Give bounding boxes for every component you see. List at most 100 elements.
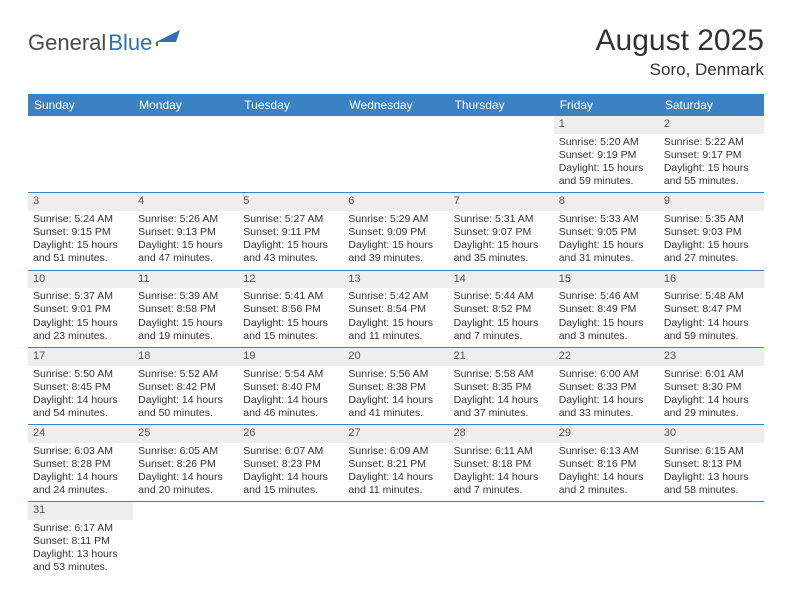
dow-cell: Thursday <box>449 94 554 116</box>
day-cell: 11Sunrise: 5:39 AMSunset: 8:58 PMDayligh… <box>133 271 238 348</box>
sunrise-line: Sunrise: 5:35 AM <box>664 213 759 226</box>
sunset-line: Sunset: 9:15 PM <box>33 226 128 239</box>
day-cell: 26Sunrise: 6:07 AMSunset: 8:23 PMDayligh… <box>238 425 343 502</box>
dow-cell: Friday <box>554 94 659 116</box>
sunset-line: Sunset: 8:30 PM <box>664 381 759 394</box>
day-cell: 2Sunrise: 5:22 AMSunset: 9:17 PMDaylight… <box>659 116 764 193</box>
daylight-line: Daylight: 15 hours and 35 minutes. <box>454 239 549 265</box>
sunset-line: Sunset: 8:35 PM <box>454 381 549 394</box>
day-cell: 6Sunrise: 5:29 AMSunset: 9:09 PMDaylight… <box>343 193 448 270</box>
calendar-page: GeneralBlue August 2025 Soro, Denmark Su… <box>0 0 792 603</box>
dow-cell: Monday <box>133 94 238 116</box>
day-number: 30 <box>659 425 764 443</box>
daylight-line: Daylight: 14 hours and 7 minutes. <box>454 471 549 497</box>
day-cell <box>28 116 133 193</box>
daylight-line: Daylight: 15 hours and 11 minutes. <box>348 317 443 343</box>
day-cell <box>238 502 343 578</box>
sunset-line: Sunset: 8:26 PM <box>138 458 233 471</box>
day-cell: 12Sunrise: 5:41 AMSunset: 8:56 PMDayligh… <box>238 271 343 348</box>
day-number: 1 <box>554 116 659 134</box>
day-number: 12 <box>238 271 343 289</box>
sunrise-line: Sunrise: 5:22 AM <box>664 136 759 149</box>
sunset-line: Sunset: 8:58 PM <box>138 303 233 316</box>
dow-cell: Wednesday <box>343 94 448 116</box>
day-cell: 25Sunrise: 6:05 AMSunset: 8:26 PMDayligh… <box>133 425 238 502</box>
sunrise-line: Sunrise: 5:58 AM <box>454 368 549 381</box>
day-cell <box>343 116 448 193</box>
day-number: 2 <box>659 116 764 134</box>
sunrise-line: Sunrise: 6:05 AM <box>138 445 233 458</box>
daylight-line: Daylight: 14 hours and 33 minutes. <box>559 394 654 420</box>
daylight-line: Daylight: 14 hours and 15 minutes. <box>243 471 338 497</box>
daylight-line: Daylight: 15 hours and 27 minutes. <box>664 239 759 265</box>
sunrise-line: Sunrise: 5:46 AM <box>559 290 654 303</box>
day-number: 22 <box>554 348 659 366</box>
daylight-line: Daylight: 15 hours and 3 minutes. <box>559 317 654 343</box>
month-title: August 2025 <box>596 24 764 58</box>
dow-cell: Sunday <box>28 94 133 116</box>
day-cell <box>554 502 659 578</box>
day-number: 18 <box>133 348 238 366</box>
day-number: 3 <box>28 193 133 211</box>
sunset-line: Sunset: 9:11 PM <box>243 226 338 239</box>
sunset-line: Sunset: 8:16 PM <box>559 458 654 471</box>
day-cell: 1Sunrise: 5:20 AMSunset: 9:19 PMDaylight… <box>554 116 659 193</box>
day-number: 15 <box>554 271 659 289</box>
daylight-line: Daylight: 14 hours and 24 minutes. <box>33 471 128 497</box>
sunrise-line: Sunrise: 6:17 AM <box>33 522 128 535</box>
sunset-line: Sunset: 8:40 PM <box>243 381 338 394</box>
sunset-line: Sunset: 8:13 PM <box>664 458 759 471</box>
day-number: 13 <box>343 271 448 289</box>
daylight-line: Daylight: 14 hours and 20 minutes. <box>138 471 233 497</box>
dow-cell: Tuesday <box>238 94 343 116</box>
day-number: 26 <box>238 425 343 443</box>
dow-cell: Saturday <box>659 94 764 116</box>
sunrise-line: Sunrise: 6:09 AM <box>348 445 443 458</box>
day-cell: 21Sunrise: 5:58 AMSunset: 8:35 PMDayligh… <box>449 348 554 425</box>
sunrise-line: Sunrise: 5:52 AM <box>138 368 233 381</box>
day-number: 24 <box>28 425 133 443</box>
header: GeneralBlue August 2025 Soro, Denmark <box>28 24 764 80</box>
daylight-line: Daylight: 15 hours and 59 minutes. <box>559 162 654 188</box>
sunrise-line: Sunrise: 5:24 AM <box>33 213 128 226</box>
day-cell: 16Sunrise: 5:48 AMSunset: 8:47 PMDayligh… <box>659 271 764 348</box>
day-number: 11 <box>133 271 238 289</box>
sunrise-line: Sunrise: 5:42 AM <box>348 290 443 303</box>
sunset-line: Sunset: 8:47 PM <box>664 303 759 316</box>
sunrise-line: Sunrise: 6:01 AM <box>664 368 759 381</box>
day-cell: 30Sunrise: 6:15 AMSunset: 8:13 PMDayligh… <box>659 425 764 502</box>
sunset-line: Sunset: 9:05 PM <box>559 226 654 239</box>
day-cell: 24Sunrise: 6:03 AMSunset: 8:28 PMDayligh… <box>28 425 133 502</box>
day-cell: 13Sunrise: 5:42 AMSunset: 8:54 PMDayligh… <box>343 271 448 348</box>
sunset-line: Sunset: 8:54 PM <box>348 303 443 316</box>
day-cell <box>659 502 764 578</box>
day-cell: 20Sunrise: 5:56 AMSunset: 8:38 PMDayligh… <box>343 348 448 425</box>
day-number: 21 <box>449 348 554 366</box>
daylight-line: Daylight: 13 hours and 53 minutes. <box>33 548 128 574</box>
sunset-line: Sunset: 8:21 PM <box>348 458 443 471</box>
title-block: August 2025 Soro, Denmark <box>596 24 764 80</box>
logo-text-2: Blue <box>108 30 152 56</box>
sunrise-line: Sunrise: 5:50 AM <box>33 368 128 381</box>
sunset-line: Sunset: 8:33 PM <box>559 381 654 394</box>
day-cell: 14Sunrise: 5:44 AMSunset: 8:52 PMDayligh… <box>449 271 554 348</box>
sunrise-line: Sunrise: 5:33 AM <box>559 213 654 226</box>
day-number: 20 <box>343 348 448 366</box>
day-number: 19 <box>238 348 343 366</box>
day-cell: 28Sunrise: 6:11 AMSunset: 8:18 PMDayligh… <box>449 425 554 502</box>
day-cell: 23Sunrise: 6:01 AMSunset: 8:30 PMDayligh… <box>659 348 764 425</box>
sunset-line: Sunset: 9:09 PM <box>348 226 443 239</box>
sunset-line: Sunset: 9:01 PM <box>33 303 128 316</box>
daylight-line: Daylight: 14 hours and 46 minutes. <box>243 394 338 420</box>
day-cell: 3Sunrise: 5:24 AMSunset: 9:15 PMDaylight… <box>28 193 133 270</box>
day-cell <box>449 116 554 193</box>
logo-flag-icon <box>156 26 184 52</box>
sunrise-line: Sunrise: 6:07 AM <box>243 445 338 458</box>
sunset-line: Sunset: 9:07 PM <box>454 226 549 239</box>
logo: GeneralBlue <box>28 30 184 56</box>
day-cell <box>238 116 343 193</box>
day-cell: 7Sunrise: 5:31 AMSunset: 9:07 PMDaylight… <box>449 193 554 270</box>
sunset-line: Sunset: 8:28 PM <box>33 458 128 471</box>
day-number: 29 <box>554 425 659 443</box>
day-cell: 19Sunrise: 5:54 AMSunset: 8:40 PMDayligh… <box>238 348 343 425</box>
